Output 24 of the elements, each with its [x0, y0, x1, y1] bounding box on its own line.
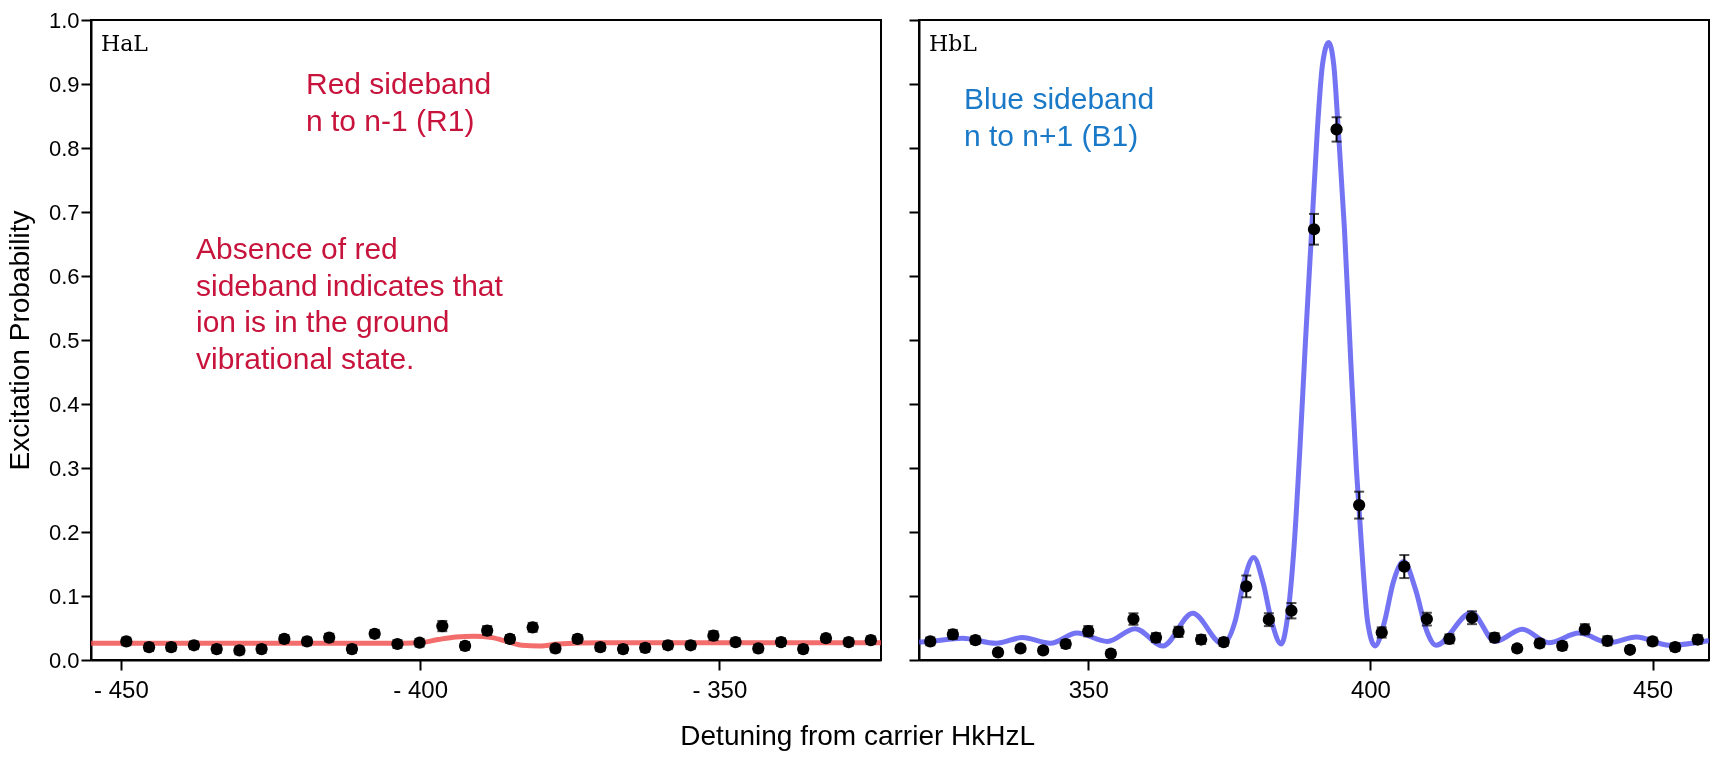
y-tick-label: 0.8 [48, 135, 80, 161]
x-tick-label: 450 [1633, 675, 1674, 703]
y-tick-label: 0.2 [48, 519, 80, 545]
y-tick-label: 0.5 [48, 327, 80, 353]
x-tick-label: 350 [1068, 675, 1109, 703]
x-tick-label: 400 [1350, 675, 1391, 703]
y-tick-label: 0.3 [48, 455, 80, 481]
x-axis-title: Detuning from carrier HkHzL [680, 720, 1036, 751]
y-tick-label: 0.0 [48, 647, 80, 673]
x-tick-label: - 450 [94, 675, 149, 703]
y-tick-label: 0.9 [48, 71, 80, 97]
y-tick-label: 0.4 [48, 391, 80, 417]
y-axis-title: Excitation Probability [3, 210, 35, 471]
y-tick-label: 1.0 [48, 7, 80, 33]
annotation: Absence of red sideband indicates that ion is in the ground vibrational state. [196, 232, 504, 375]
annotation: HbL [929, 31, 978, 56]
annotation: Red sideband n to n-1 (R1) [306, 67, 492, 137]
y-tick-label: 0.7 [48, 199, 80, 225]
x-tick-label: - 350 [692, 675, 748, 703]
annotation: HaL [101, 31, 149, 56]
y-tick-label: 0.6 [48, 263, 80, 289]
y-tick-label: 0.1 [48, 583, 80, 609]
annotation: Blue sideband n to n+1 (B1) [964, 82, 1155, 152]
x-tick-label: - 400 [393, 675, 449, 703]
